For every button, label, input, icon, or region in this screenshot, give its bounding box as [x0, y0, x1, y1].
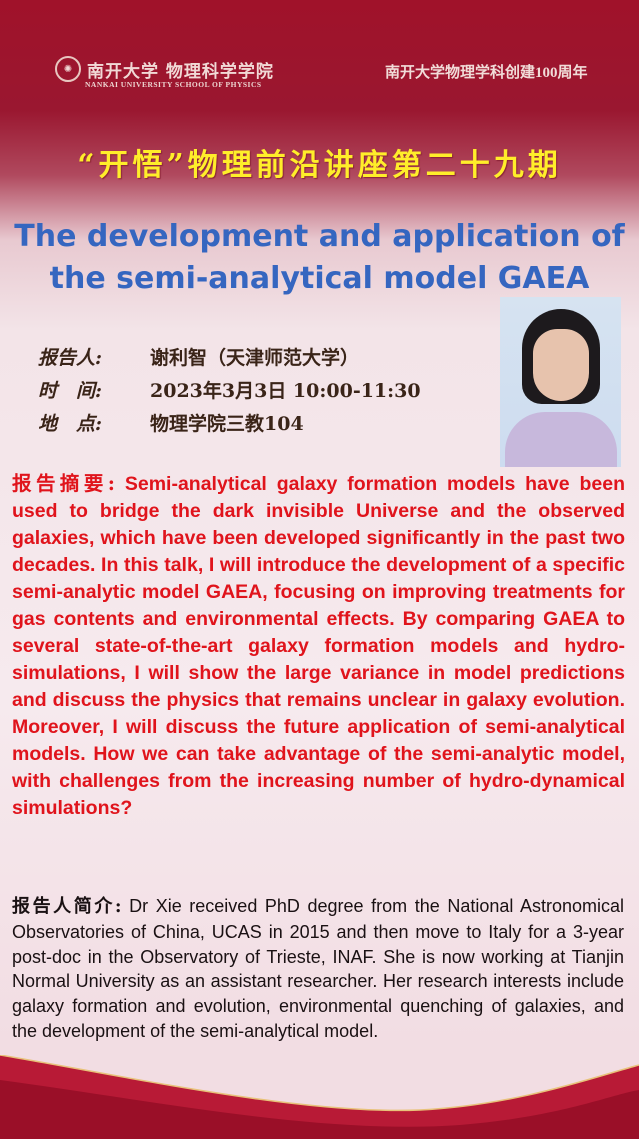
university-seal-icon: ✺ — [55, 56, 81, 82]
talk-title: The development and application of the s… — [0, 216, 639, 300]
speaker-row: 报告人: 谢利智（天津师范大学） — [38, 342, 421, 375]
logo-text-cn: 南开大学 物理科学学院 — [87, 61, 274, 82]
time-label: 时 间: — [38, 380, 103, 402]
place-value: 物理学院三教104 — [150, 413, 304, 435]
speaker-photo — [500, 297, 621, 467]
logo-text-en: NANKAI UNIVERSITY SCHOOL OF PHYSICS — [85, 80, 262, 89]
talk-info: 报告人: 谢利智（天津师范大学） 时 间: 2023年3月3日 10:00-11:3… — [38, 342, 421, 441]
place-row: 地 点: 物理学院三教104 — [38, 408, 421, 441]
bio-text: Dr Xie received PhD degree from the Nati… — [12, 896, 624, 1041]
speaker-value: 谢利智（天津师范大学） — [150, 347, 360, 369]
decorative-wave — [0, 1055, 639, 1139]
place-label: 地 点: — [38, 413, 103, 435]
talk-title-line1: The development and application of — [14, 219, 625, 254]
abstract-text: Semi-analytical galaxy formation models … — [12, 473, 625, 819]
lecture-series-title: “开悟”物理前沿讲座第二十九期 — [77, 148, 562, 183]
speaker-label: 报告人: — [38, 347, 103, 369]
university-logo: ✺ 南开大学 物理科学学院 — [55, 56, 274, 82]
header-banner: ✺ 南开大学 物理科学学院 NANKAI UNIVERSITY SCHOOL O… — [0, 0, 639, 110]
bio-label: 报告人简介: — [12, 896, 122, 917]
abstract: 报告摘要: Semi-analytical galaxy formation m… — [12, 470, 625, 822]
time-value: 2023年3月3日 10:00-11:30 — [150, 380, 421, 402]
talk-title-line2: the semi-analytical model GAEA — [49, 261, 590, 296]
time-row: 时 间: 2023年3月3日 10:00-11:30 — [38, 375, 421, 408]
speaker-bio: 报告人简介: Dr Xie received PhD degree from t… — [12, 894, 624, 1044]
abstract-label: 报告摘要: — [12, 472, 115, 495]
anniversary-text: 南开大学物理学科创建100周年 — [385, 65, 588, 81]
